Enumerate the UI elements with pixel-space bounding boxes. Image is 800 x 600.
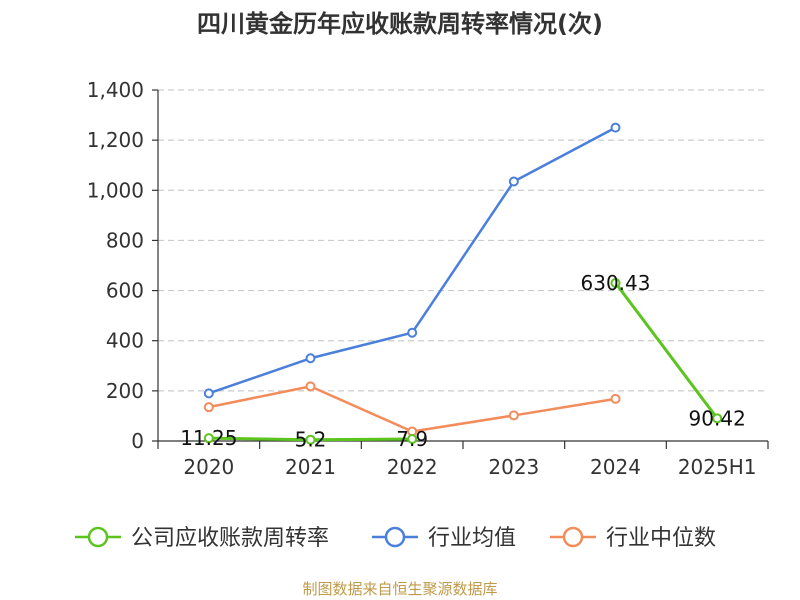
data-point (508, 410, 519, 421)
chart-title: 四川黄金历年应收账款周转率情况(次) (197, 10, 603, 38)
x-tick-label: 2024 (590, 455, 641, 479)
data-label: 90.42 (689, 406, 746, 430)
data-labels: 11.25 5.2 7.9 630.43 90.42 (180, 271, 746, 452)
series-line (208, 126, 617, 395)
data-point (610, 122, 621, 133)
legend-marker (562, 526, 584, 548)
y-tick-label: 0 (131, 429, 144, 453)
y-tick-label: 800 (106, 228, 144, 252)
source-note: 制图数据来自恒生聚源数据库 (302, 580, 498, 598)
data-label: 630.43 (581, 271, 651, 295)
legend-label: 行业均值 (428, 526, 516, 551)
legend-label: 行业中位数 (606, 526, 716, 551)
y-tick-label: 1,000 (87, 178, 144, 202)
data-point (305, 434, 316, 445)
data-label: 11.25 (180, 426, 237, 450)
legend: 公司应收账款周转率 行业均值 行业中位数 (75, 526, 716, 551)
x-tick-label: 2025H1 (678, 455, 757, 479)
data-point (610, 393, 621, 404)
y-tick-label: 600 (106, 279, 144, 303)
data-point (203, 433, 214, 444)
axes: 0 200 400 600 800 1,000 1,200 1,400 2020 2021 2022… (87, 78, 769, 479)
data-point (407, 327, 418, 338)
series-lines (203, 122, 723, 445)
x-tick-label: 2020 (183, 455, 234, 479)
y-tick-label: 1,400 (87, 78, 144, 102)
data-point (610, 277, 621, 288)
data-point (305, 353, 316, 364)
data-point (203, 388, 214, 399)
x-tick-label: 2022 (387, 455, 438, 479)
grid-lines (158, 89, 768, 392)
data-point (407, 434, 418, 445)
x-tick-label: 2021 (285, 455, 336, 479)
series-line (614, 282, 719, 420)
legend-label: 公司应收账款周转率 (131, 526, 329, 551)
x-tick-label: 2023 (488, 455, 539, 479)
data-label: 5.2 (295, 428, 327, 452)
y-tick-label: 1,200 (87, 128, 144, 152)
data-point (305, 381, 316, 392)
y-tick-label: 200 (106, 379, 144, 403)
legend-marker (87, 526, 109, 548)
y-tick-label: 400 (106, 329, 144, 353)
data-point (712, 413, 723, 424)
legend-marker (384, 526, 406, 548)
data-label: 7.9 (396, 427, 428, 451)
series-line (208, 385, 616, 433)
data-point (203, 402, 214, 413)
data-point (508, 176, 519, 187)
